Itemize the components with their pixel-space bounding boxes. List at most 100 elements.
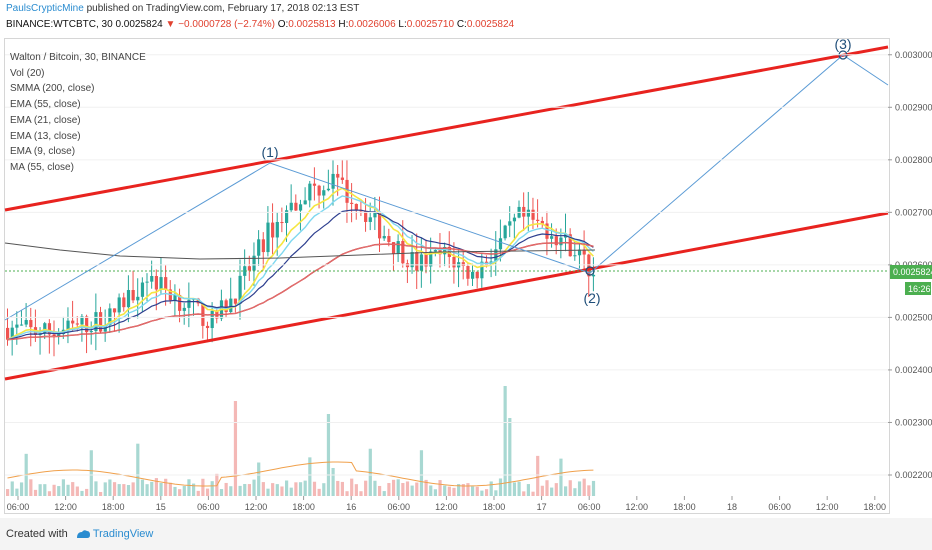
volume-bar (354, 484, 358, 496)
volume-bar (285, 480, 289, 496)
volume-bar (410, 485, 414, 496)
candle (126, 290, 131, 308)
candle (210, 310, 214, 329)
candle (271, 222, 275, 238)
volume-bar (154, 478, 158, 496)
wave-label: (1) (261, 144, 278, 160)
candle (322, 190, 326, 196)
volume-bar (498, 478, 503, 496)
x-tick-label: 12:00 (245, 502, 268, 512)
legend-item: EMA (9, close) (10, 146, 76, 158)
candle (205, 325, 210, 329)
volume-bar (99, 491, 103, 496)
low-label: L: (398, 19, 407, 30)
candle (145, 281, 149, 283)
x-tick-label: 18 (727, 502, 737, 512)
close-label: C: (456, 19, 467, 30)
volume-bar (210, 481, 214, 496)
candle (350, 202, 354, 204)
volume-bar (205, 488, 210, 496)
volume-bar (103, 482, 107, 496)
candle (131, 290, 135, 301)
volume-bar (424, 479, 428, 496)
volume-bar (117, 484, 121, 496)
published-text: published on TradingView.com, February 1… (83, 3, 360, 14)
volume-bar (10, 481, 14, 496)
author-link[interactable]: PaulsCrypticMine (6, 3, 84, 14)
volume-bar (94, 481, 98, 496)
volume-bar (554, 483, 558, 496)
lower-channel-line (4, 211, 889, 381)
volume-bar (447, 486, 451, 496)
candle (317, 185, 321, 196)
x-tick-label: 12:00 (54, 502, 77, 512)
volume-bar (112, 482, 117, 496)
candle (396, 241, 400, 254)
ema-line (7, 195, 594, 341)
x-tick-label: 12:00 (816, 502, 839, 512)
volume-bar (331, 467, 335, 496)
volume-bar (591, 480, 596, 496)
candle (89, 331, 93, 333)
candle (229, 298, 233, 313)
candle (401, 241, 405, 264)
high-value: 0.0026006 (348, 19, 396, 30)
price-chart[interactable]: (1)(2)(3) 0.00220000.00230000.00240000.0… (0, 0, 932, 518)
candle (498, 238, 503, 250)
volume-bar (126, 485, 131, 496)
candle (312, 183, 317, 186)
channel-lines (4, 45, 889, 381)
legend-item: Vol (20) (10, 67, 45, 79)
volume-bar (108, 479, 112, 496)
ema-line (7, 209, 594, 341)
volume-bar (545, 480, 549, 496)
volume-bar (145, 484, 149, 496)
volume-bar (508, 418, 512, 496)
candle (178, 294, 182, 311)
volume-bar (433, 489, 437, 496)
candle (368, 217, 372, 222)
countdown-label: 16:26 (908, 284, 931, 294)
candle (364, 211, 368, 222)
candle (99, 312, 103, 332)
volume-bar (140, 479, 145, 496)
candle (29, 320, 33, 328)
candle (122, 297, 126, 308)
candle (298, 204, 303, 211)
candle (159, 277, 163, 290)
volume-bar (85, 488, 89, 496)
volume-bar (159, 482, 163, 496)
open-label: O: (277, 19, 289, 30)
volume-bar (29, 479, 33, 496)
tradingview-brand[interactable]: TradingView (92, 528, 154, 540)
candle (391, 242, 396, 254)
candle (136, 296, 140, 301)
volume-bar (131, 482, 135, 496)
volume-bar (568, 480, 572, 496)
volume-bar (182, 485, 186, 496)
ema-line (7, 242, 594, 341)
volume-bar (136, 443, 140, 496)
volume-bar (577, 481, 582, 496)
volume-bar (280, 486, 284, 496)
candle (559, 237, 563, 246)
upper-channel-line (4, 45, 889, 212)
tradingview-logo-icon (76, 530, 90, 539)
volume-bar (573, 488, 577, 496)
candle (238, 275, 242, 304)
candle (247, 266, 251, 271)
candle (94, 312, 98, 332)
created-with-text: Created with (6, 528, 68, 540)
volume-bar (401, 483, 405, 496)
candle (154, 276, 158, 290)
volume-bar (317, 488, 321, 496)
legend-item: SMMA (200, close) (10, 83, 95, 95)
volume-bar (196, 490, 200, 496)
candle (424, 254, 428, 267)
volume-bar (6, 489, 10, 496)
candle (466, 266, 470, 279)
